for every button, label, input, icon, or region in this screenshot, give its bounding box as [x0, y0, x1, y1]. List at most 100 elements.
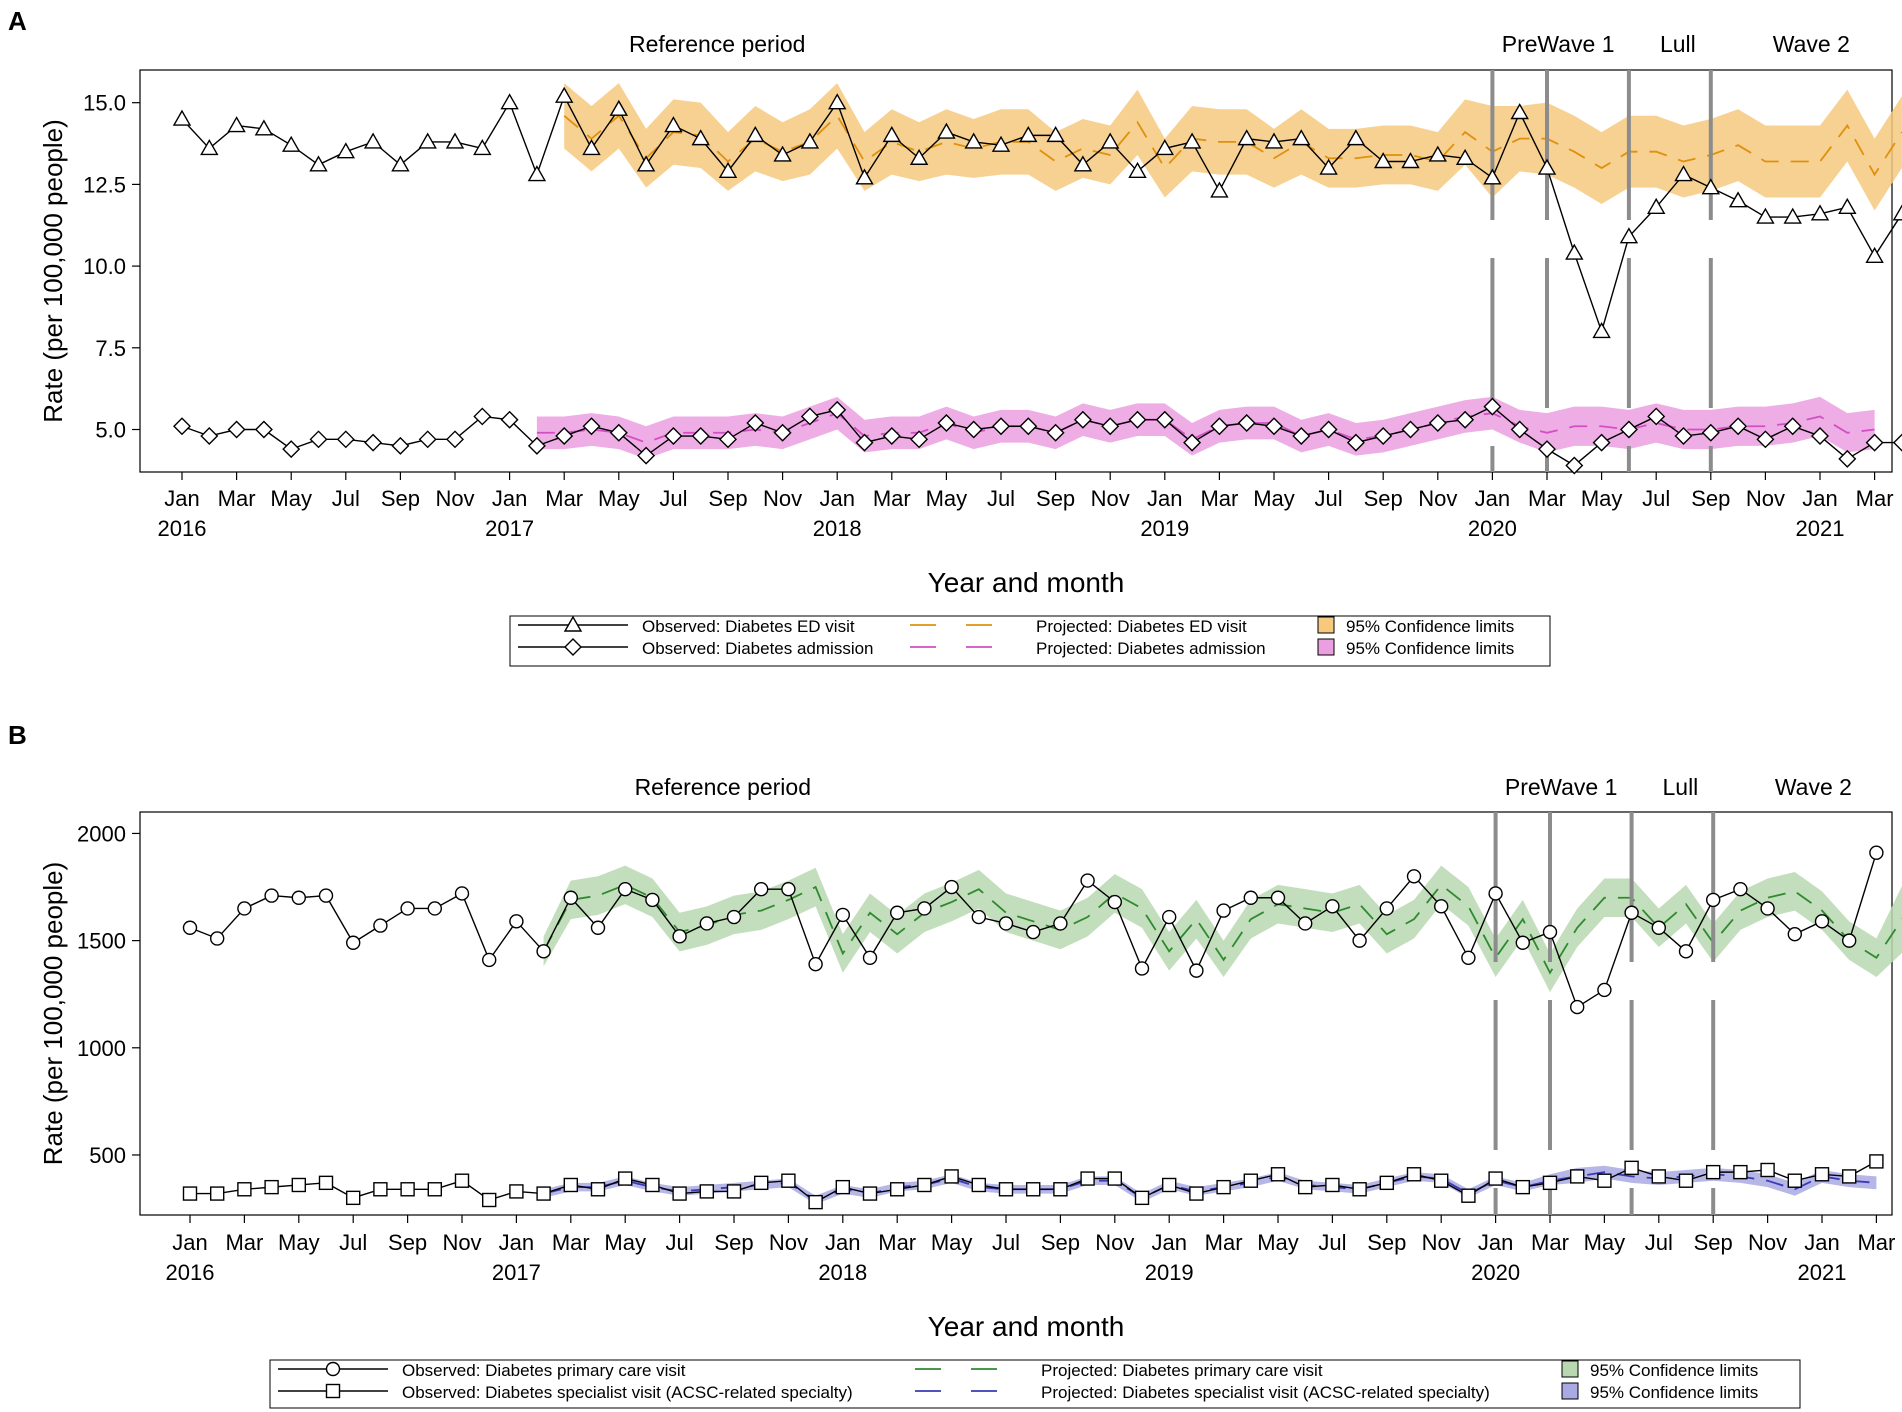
x-year-label: 2021: [1796, 516, 1845, 541]
observed-point: [636, 155, 656, 172]
observed-point: [1161, 1177, 1177, 1193]
panel-a-chart: 15.0 12.5 10.0 7.5 5.0 Rate (per 100,000 peop…: [38, 31, 1902, 667]
observed-point: [781, 881, 796, 897]
observed-point: [1080, 1171, 1095, 1186]
y-tick-label: 2000: [77, 821, 126, 846]
observed-point: [1510, 420, 1529, 439]
observed-point: [309, 155, 328, 172]
observed-point: [509, 914, 524, 929]
period-label: Lull: [1662, 774, 1698, 800]
observed-point: [590, 920, 606, 935]
observed-point: [855, 168, 874, 185]
observed-point: [800, 132, 820, 149]
legend-swatch: [1561, 1360, 1579, 1378]
observed-point: [664, 427, 683, 446]
observed-point: [691, 129, 710, 146]
observed-point: [500, 410, 519, 429]
observed-point: [719, 430, 737, 449]
x-tick-label: May: [1584, 1230, 1626, 1255]
observed-point: [773, 423, 792, 442]
x-tick-label: May: [1257, 1230, 1299, 1255]
legend-swatch: [1317, 638, 1335, 656]
x-axis-label: Year and month: [928, 1311, 1125, 1342]
x-tick-label: Jul: [1315, 486, 1343, 511]
observed-point: [1597, 982, 1612, 998]
legend-marker: [325, 1383, 341, 1399]
observed-point: [909, 148, 929, 165]
observed-point: [1537, 158, 1557, 175]
observed-point: [1892, 204, 1902, 221]
observed-point: [835, 907, 850, 923]
observed-point: [527, 436, 546, 455]
observed-point: [291, 1177, 306, 1193]
x-year-label: 2021: [1798, 1260, 1847, 1285]
observed-point: [1373, 152, 1393, 169]
observed-point: [1565, 456, 1584, 475]
observed-point: [1701, 423, 1720, 442]
panel-b-chart: 2000 1500 1000 500 Rate (per 100,000 people)…: [38, 774, 1902, 1409]
observed-point: [282, 440, 301, 459]
confidence-band: [564, 83, 1902, 211]
observed-point: [1515, 1179, 1531, 1195]
observed-point: [1488, 1171, 1503, 1186]
observed-point: [1107, 1171, 1123, 1186]
observed-point: [209, 931, 225, 946]
observed-point: [364, 433, 383, 452]
observed-point: [1053, 916, 1068, 931]
x-tick-label: Mar: [218, 486, 256, 511]
observed-point: [1101, 417, 1120, 436]
observed-point: [862, 1186, 878, 1201]
x-tick-label: Mar: [1528, 486, 1566, 511]
observed-point: [1597, 1173, 1612, 1188]
observed-point: [1783, 207, 1802, 224]
observed-point: [882, 125, 902, 143]
observed-point: [1270, 1167, 1286, 1182]
observed-point: [781, 1173, 796, 1188]
observed-point: [1651, 920, 1667, 935]
x-year-label: 2020: [1471, 1260, 1520, 1285]
x-tick-label: May: [270, 486, 312, 511]
period-label: Reference period: [635, 774, 811, 800]
x-tick-label: Jul: [987, 486, 1015, 511]
observed-point: [1838, 197, 1857, 214]
observed-point: [917, 1177, 932, 1193]
observed-point: [1210, 181, 1229, 198]
observed-point: [418, 132, 437, 149]
plot-frame: [139, 811, 1893, 1216]
observed-point: [418, 430, 437, 449]
x-tick-label: Sep: [714, 1230, 753, 1255]
observed-point: [563, 1177, 578, 1193]
period-label: Wave 2: [1773, 31, 1850, 57]
x-tick-label: Sep: [1041, 1230, 1080, 1255]
observed-point: [1019, 417, 1038, 436]
observed-point: [944, 879, 959, 895]
x-tick-label: Sep: [1364, 486, 1403, 511]
observed-point: [971, 1177, 986, 1193]
observed-point: [835, 1179, 850, 1195]
plot-frame: [139, 69, 1893, 473]
x-tick-label: Jan: [1478, 1230, 1513, 1255]
observed-point: [937, 122, 956, 139]
observed-point: [336, 430, 355, 449]
x-tick-label: Jul: [1318, 1230, 1346, 1255]
legend-label: Projected: Diabetes specialist visit (AC…: [1041, 1383, 1490, 1402]
observed-point: [336, 142, 356, 159]
x-year-label: 2019: [1140, 516, 1189, 541]
observed-point: [582, 139, 601, 156]
observed-point: [754, 1175, 769, 1191]
observed-point: [200, 427, 219, 446]
x-tick-label: Nov: [435, 486, 474, 511]
observed-point: [1651, 1169, 1667, 1184]
observed-point: [1678, 944, 1694, 959]
y-tick-label: 1500: [77, 929, 126, 954]
observed-point: [1488, 886, 1503, 901]
x-tick-label: Jan: [825, 1230, 860, 1255]
x-tick-label: Sep: [708, 486, 747, 511]
observed-point: [1292, 427, 1311, 446]
x-tick-label: May: [598, 486, 640, 511]
observed-point: [1155, 410, 1174, 429]
observed-point: [536, 1186, 551, 1201]
observed-point: [1352, 933, 1367, 948]
observed-point: [454, 1173, 470, 1188]
x-tick-label: Nov: [769, 1230, 808, 1255]
